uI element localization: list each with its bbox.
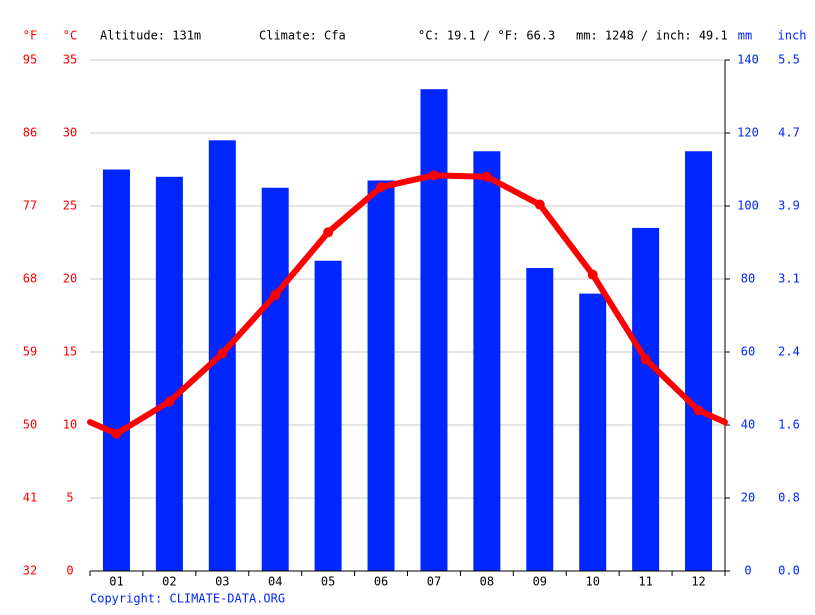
precipitation-bar [579,293,607,571]
temperature-point [640,354,651,365]
precipitation-bar [632,227,660,571]
inch-tick-label: 5.5 [778,53,800,67]
x-tick-label: 01 [109,575,123,589]
x-tick-label: 04 [268,575,282,589]
x-tick-label: 03 [215,575,229,589]
temperature-line [114,172,701,437]
celsius-tick-label: 20 [63,272,77,286]
x-tick-label: 07 [427,575,441,589]
inch-axis-label: inch [778,29,807,43]
precipitation-bar [420,89,448,571]
x-tick-label: 12 [691,575,705,589]
mm-tick-label: 140 [737,53,759,67]
celsius-tick-label: 25 [63,199,77,213]
temperature-point [164,396,175,407]
temperature-point [428,170,439,181]
mm-axis-label: mm [738,29,752,43]
inch-tick-label: 3.9 [778,199,800,213]
fahrenheit-tick-label: 77 [23,199,37,213]
celsius-tick-label: 30 [63,126,77,140]
mm-tick-label: 0 [744,564,751,578]
climate: Climate: Cfa [259,29,346,43]
x-tick-label: 05 [321,575,335,589]
celsius-tick-label: 35 [63,53,77,67]
temperature-point [376,182,387,193]
temperature-point [481,171,492,182]
mm-tick-label: 80 [741,272,755,286]
inch-tick-label: 0.0 [778,564,800,578]
precipitation-bar [102,169,130,571]
precipitation-bar [473,151,501,571]
precipitation-bar [526,268,554,571]
precipitation-bar [155,176,183,572]
precipitation-bar [685,151,713,571]
x-tick-label: 09 [533,575,547,589]
inch-tick-label: 4.7 [778,126,800,140]
fahrenheit-tick-label: 41 [23,491,37,505]
temperature-point [270,290,281,301]
mm-tick-label: 100 [737,199,759,213]
temperature-point [693,405,704,416]
precipitation-bar [314,260,342,571]
fahrenheit-tick-label: 86 [23,126,37,140]
copyright: Copyright: CLIMATE-DATA.ORG [90,592,285,606]
precipitation-bar [367,180,395,571]
temperature-point [111,428,122,439]
temperature-point [534,199,545,210]
celsius-axis-label: °C [63,29,77,43]
precipitation-bar [261,187,289,571]
celsius-tick-label: 10 [63,418,77,432]
celsius-tick-label: 0 [66,564,73,578]
x-tick-label: 08 [480,575,494,589]
celsius-tick-label: 15 [63,345,77,359]
x-tick-label: 02 [162,575,176,589]
fahrenheit-tick-label: 59 [23,345,37,359]
inch-tick-label: 1.6 [778,418,800,432]
inch-tick-label: 2.4 [778,345,800,359]
mm-tick-label: 60 [741,345,755,359]
x-tick-label: 06 [374,575,388,589]
altitude: Altitude: 131m [100,29,201,43]
temperature-point [217,348,228,359]
fahrenheit-axis-label: °F [23,29,37,43]
total-precipitation: mm: 1248 / inch: 49.1 [576,29,728,43]
fahrenheit-tick-label: 50 [23,418,37,432]
fahrenheit-tick-label: 32 [23,564,37,578]
temperature-point [587,269,598,280]
mm-tick-label: 20 [741,491,755,505]
temperature-point [323,227,334,238]
mm-tick-label: 40 [741,418,755,432]
fahrenheit-tick-label: 68 [23,272,37,286]
inch-tick-label: 0.8 [778,491,800,505]
fahrenheit-tick-label: 95 [23,53,37,67]
inch-tick-label: 3.1 [778,272,800,286]
celsius-tick-label: 5 [66,491,73,505]
x-tick-label: 10 [585,575,599,589]
avg-temperature: °C: 19.1 / °F: 66.3 [418,29,555,43]
x-tick-label: 11 [638,575,652,589]
mm-tick-label: 120 [737,126,759,140]
